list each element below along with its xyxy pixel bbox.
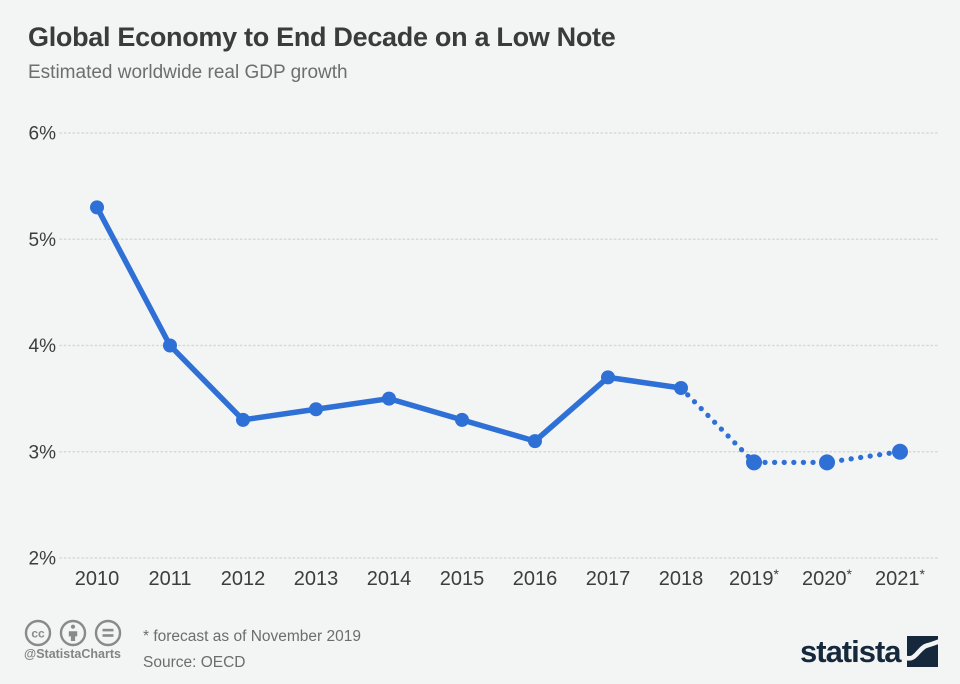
x-axis-tick-label: 2019* bbox=[729, 566, 780, 590]
page-subtitle: Estimated worldwide real GDP growth bbox=[28, 62, 348, 83]
trend-line-solid bbox=[94, 204, 684, 444]
cc-icon: cc bbox=[24, 619, 52, 647]
page-title: Global Economy to End Decade on a Low No… bbox=[28, 22, 616, 52]
data-point bbox=[528, 434, 542, 449]
forecast-footnote: * forecast as of November 2019 bbox=[143, 628, 361, 645]
x-axis-tick-label: 2016 bbox=[513, 568, 558, 590]
data-point bbox=[163, 338, 177, 353]
x-axis-tick-label: 2018 bbox=[659, 568, 704, 590]
statista-wordmark: statista bbox=[800, 634, 902, 669]
data-point bbox=[674, 381, 688, 395]
y-axis-tick-label: 3% bbox=[29, 442, 57, 463]
x-axis-tick-label: 2010 bbox=[75, 568, 120, 590]
data-point bbox=[309, 402, 323, 417]
data-point bbox=[455, 412, 469, 427]
data-point bbox=[601, 370, 615, 385]
attribution-icon bbox=[59, 619, 87, 647]
data-point bbox=[90, 200, 104, 215]
source-label: Source: OECD bbox=[143, 654, 246, 671]
statista-logo-mark bbox=[906, 636, 938, 667]
statista-logo: statista bbox=[800, 636, 938, 667]
data-point bbox=[819, 454, 835, 471]
y-axis-tick-label: 4% bbox=[29, 336, 57, 357]
chart-notes: * forecast as of November 2019 Source: O… bbox=[143, 624, 361, 676]
x-axis-tick-label: 2012 bbox=[221, 568, 266, 590]
data-point bbox=[892, 443, 908, 460]
statista-charts-handle: @StatistaCharts bbox=[24, 647, 121, 661]
data-point bbox=[382, 391, 396, 406]
x-axis-tick-label: 2011 bbox=[148, 568, 191, 590]
no-derivatives-icon bbox=[94, 619, 122, 647]
svg-text:cc: cc bbox=[31, 627, 45, 641]
x-axis-tick-label: 2015 bbox=[440, 568, 485, 590]
x-axis-tick-label: 2017 bbox=[586, 568, 631, 590]
y-axis-tick-label: 5% bbox=[29, 230, 57, 251]
creative-commons-license-icons: cc bbox=[24, 619, 122, 647]
x-axis-tick-label: 2014 bbox=[367, 568, 412, 590]
x-axis-tick-label: 2013 bbox=[294, 568, 339, 590]
data-point bbox=[746, 454, 762, 471]
x-axis-tick-label: 2021* bbox=[875, 566, 926, 590]
y-axis-tick-label: 6% bbox=[29, 124, 57, 145]
data-point bbox=[236, 412, 250, 427]
x-axis-tick-label: 2020* bbox=[802, 566, 853, 590]
y-axis-tick-label: 2% bbox=[29, 549, 57, 570]
